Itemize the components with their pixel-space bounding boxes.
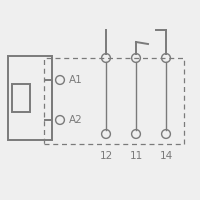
Text: A1: A1: [69, 75, 83, 85]
Bar: [44, 58, 184, 144]
Bar: [12, 84, 30, 112]
Text: 12: 12: [99, 151, 113, 161]
Text: 14: 14: [159, 151, 173, 161]
Bar: [8, 56, 52, 140]
Text: 11: 11: [129, 151, 143, 161]
Text: A2: A2: [69, 115, 83, 125]
